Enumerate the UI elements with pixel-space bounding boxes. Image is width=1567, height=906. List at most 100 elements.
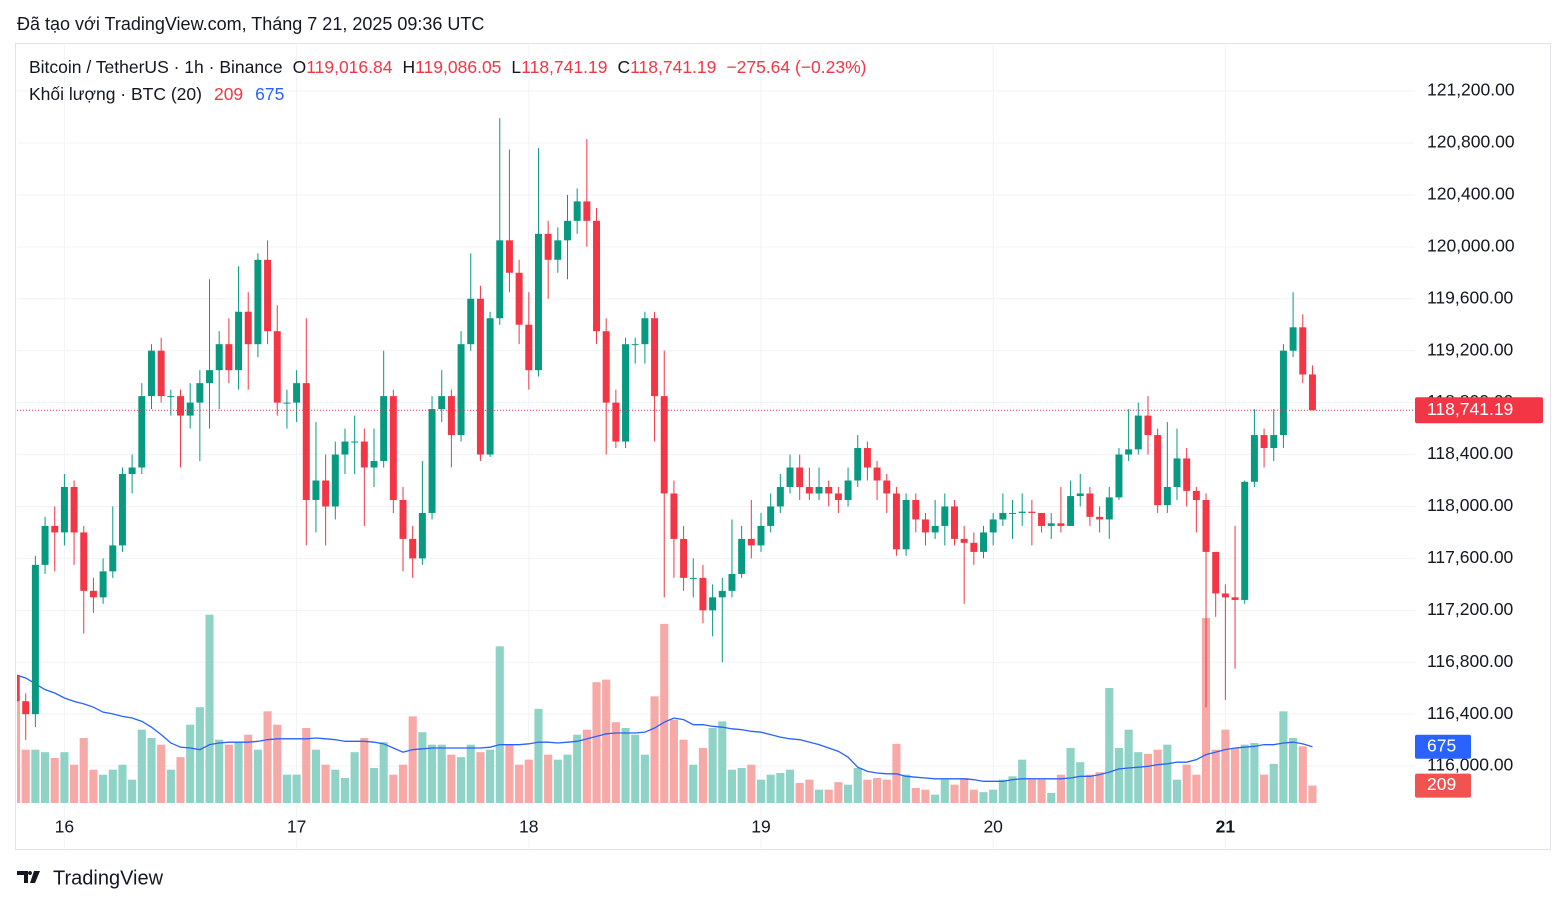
candle-body bbox=[1009, 512, 1017, 514]
candle-body bbox=[225, 344, 233, 371]
candle-body bbox=[273, 331, 281, 403]
volume-bar bbox=[573, 734, 582, 803]
candle-body bbox=[612, 402, 620, 442]
open-key: O bbox=[293, 57, 307, 77]
candle-body bbox=[554, 240, 562, 260]
candle-body bbox=[805, 486, 813, 494]
footer-logo: TradingView bbox=[17, 867, 164, 889]
y-tick-label: 116,400.00 bbox=[1427, 703, 1514, 723]
candle-body bbox=[873, 467, 881, 481]
candle-body bbox=[738, 538, 746, 574]
candle-body bbox=[854, 448, 862, 481]
volume-bar bbox=[437, 744, 446, 803]
candle-body bbox=[215, 344, 223, 371]
candle-body bbox=[699, 577, 707, 611]
volume-bar bbox=[882, 779, 891, 803]
volume-bar bbox=[157, 744, 166, 803]
candle-body bbox=[428, 409, 436, 513]
y-tick-label: 117,200.00 bbox=[1427, 599, 1514, 619]
volume-bar bbox=[253, 749, 262, 803]
candle-body bbox=[1221, 593, 1229, 598]
change-value: −275.64 (−0.23%) bbox=[726, 57, 866, 77]
candle-body bbox=[322, 480, 330, 507]
volume-bar bbox=[147, 738, 156, 803]
volume-bar bbox=[60, 752, 69, 803]
volume-bar bbox=[224, 744, 233, 803]
candle-body bbox=[457, 344, 465, 436]
volume-bar bbox=[1153, 749, 1162, 803]
volume-bar bbox=[602, 679, 611, 803]
candle-body bbox=[815, 486, 823, 494]
volume-bar bbox=[195, 707, 204, 803]
volume-bar bbox=[40, 752, 50, 803]
volume-bar bbox=[824, 789, 833, 803]
volume-bar bbox=[1027, 779, 1036, 803]
candle-body bbox=[825, 486, 833, 494]
candle-body bbox=[118, 474, 126, 546]
volume-bar bbox=[128, 779, 137, 803]
volume-bar bbox=[553, 759, 562, 803]
volume-bar bbox=[979, 792, 988, 803]
candle-body bbox=[921, 519, 929, 533]
candle-body bbox=[341, 441, 349, 455]
candle-body bbox=[670, 493, 678, 539]
candle-body bbox=[1270, 435, 1278, 449]
high-value: 119,086.05 bbox=[415, 57, 501, 77]
candle-body bbox=[147, 350, 155, 397]
candle-body bbox=[293, 383, 301, 403]
x-tick-label: 17 bbox=[287, 817, 306, 837]
y-tick-label: 119,600.00 bbox=[1427, 287, 1514, 307]
volume-bar bbox=[137, 729, 146, 803]
volume-bar bbox=[950, 784, 959, 803]
candle-body bbox=[593, 220, 600, 332]
candle-body bbox=[476, 298, 484, 455]
candle-body bbox=[235, 311, 243, 371]
volume-bar bbox=[505, 744, 514, 803]
candle-body bbox=[1173, 458, 1181, 487]
candle-body bbox=[680, 538, 688, 578]
candle-body bbox=[950, 506, 958, 539]
volume-bar bbox=[669, 719, 678, 803]
volume-bar bbox=[1008, 776, 1017, 803]
candle-body bbox=[177, 396, 184, 416]
volume-bar bbox=[1095, 772, 1104, 803]
volume-bar bbox=[853, 768, 862, 803]
candle-body bbox=[564, 220, 571, 241]
volume-bar bbox=[689, 764, 698, 803]
volume-badge bbox=[1415, 773, 1471, 798]
volume-ma-value: 675 bbox=[255, 84, 284, 104]
axes: 116,000.00 116,400.00 116,800.00 117,200.00… bbox=[55, 80, 1543, 837]
y-tick-label: 120,400.00 bbox=[1427, 184, 1515, 204]
candle-body bbox=[157, 350, 165, 397]
candle-body bbox=[505, 240, 513, 273]
candle-body bbox=[418, 512, 426, 559]
volume-bar bbox=[1298, 746, 1307, 803]
candle-body bbox=[1260, 435, 1268, 449]
volume-bar bbox=[234, 742, 243, 803]
candle-body bbox=[196, 383, 204, 403]
close-value: 118,741.19 bbox=[630, 57, 716, 77]
volume-bar bbox=[1221, 729, 1230, 803]
y-tick-label: 116,000.00 bbox=[1427, 755, 1514, 775]
candle-body bbox=[60, 486, 68, 533]
volume-bar bbox=[1105, 688, 1114, 803]
candle-body bbox=[631, 344, 639, 346]
candle-body bbox=[380, 396, 388, 462]
candle-body bbox=[515, 272, 523, 325]
volume-bar bbox=[244, 734, 253, 803]
volume-bar bbox=[785, 769, 795, 803]
candle-body bbox=[467, 298, 475, 345]
candle-body bbox=[989, 519, 997, 533]
candle-body bbox=[544, 233, 552, 260]
volume-bar bbox=[340, 778, 350, 803]
volume-bar bbox=[389, 774, 398, 803]
candle-body bbox=[1018, 511, 1026, 513]
volume-bar bbox=[350, 752, 359, 803]
candle-body bbox=[863, 448, 871, 468]
candle-body bbox=[883, 480, 891, 494]
volume-bar bbox=[650, 696, 659, 803]
candle-body bbox=[709, 597, 717, 611]
candle-body bbox=[602, 331, 610, 403]
candle-body bbox=[1076, 493, 1084, 497]
candle-body bbox=[1125, 449, 1133, 455]
